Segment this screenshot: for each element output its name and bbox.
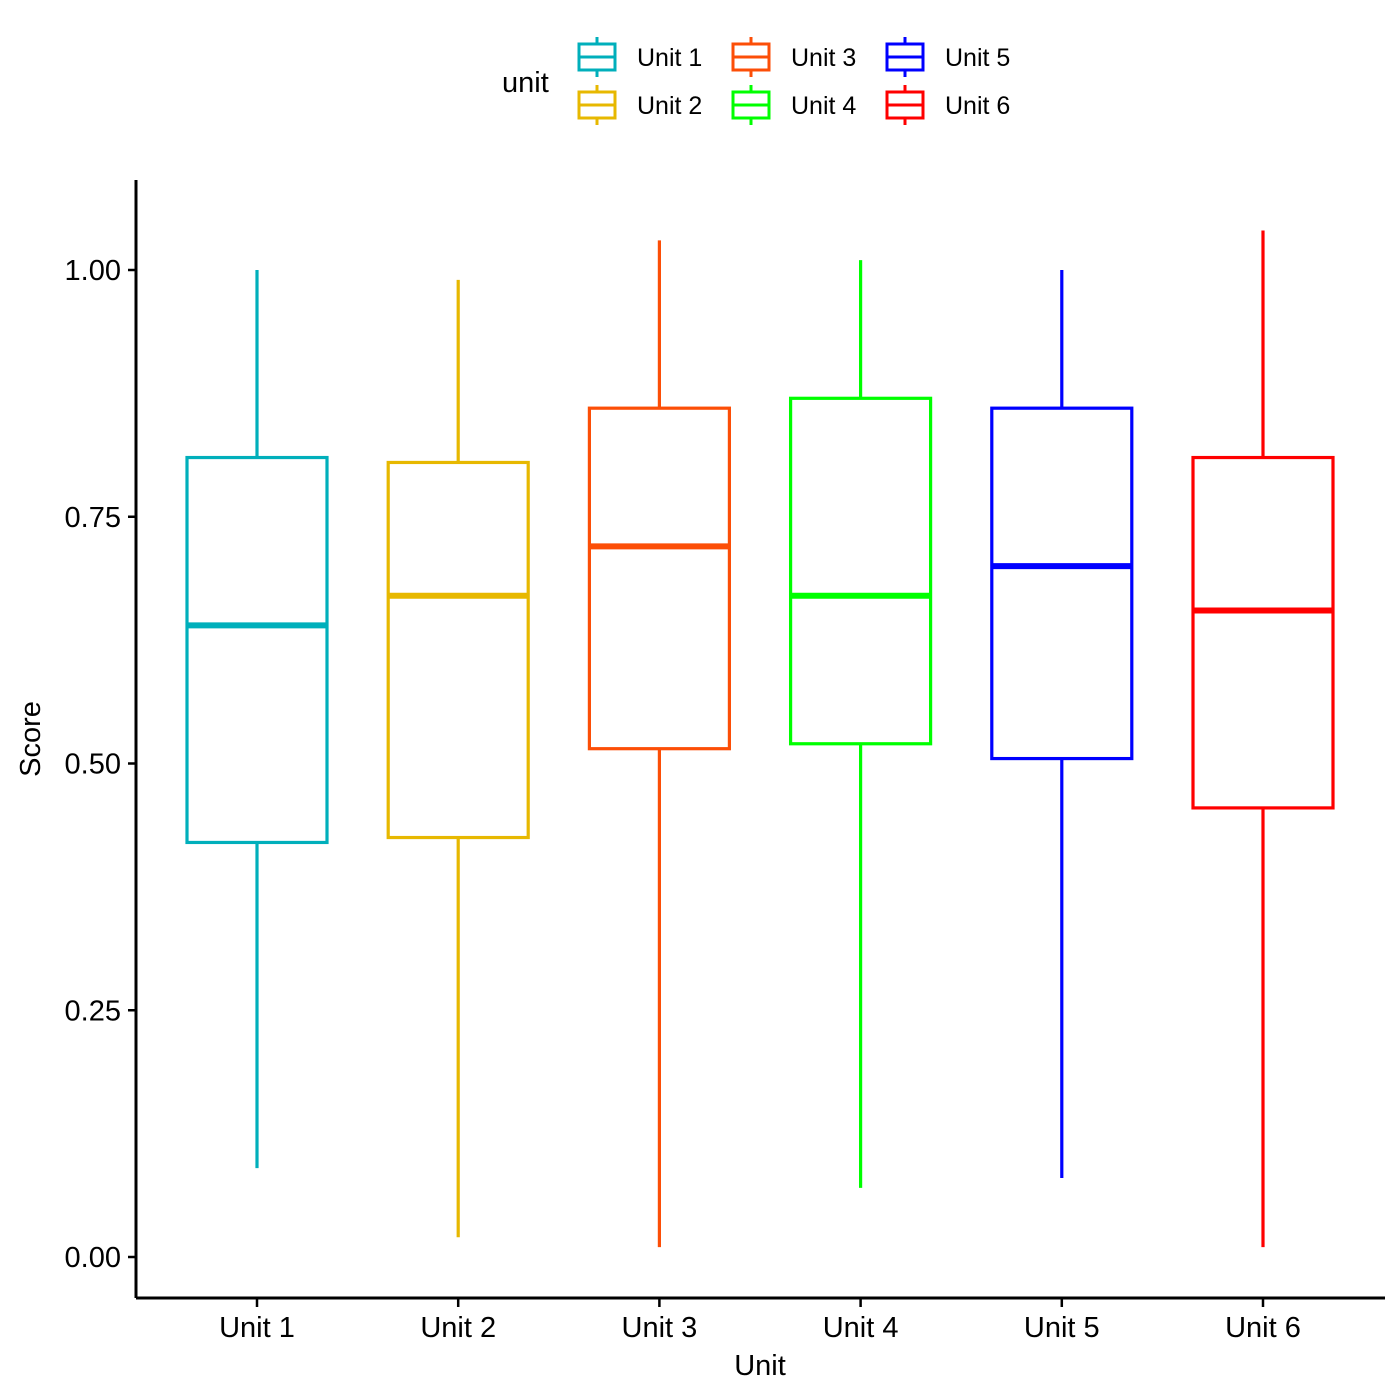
box-unit-2 — [386, 279, 530, 1238]
legend-entry-unit-2: Unit 2 — [577, 85, 702, 125]
legend-title: unit — [502, 67, 549, 99]
box-iqr — [1191, 455, 1335, 810]
box-iqr — [990, 406, 1134, 761]
legend-label: Unit 3 — [791, 44, 856, 72]
box-iqr — [587, 406, 732, 751]
x-axis-title: Unit — [734, 1350, 786, 1382]
x-tick-label: Unit 1 — [219, 1312, 295, 1344]
box-unit-5 — [990, 270, 1134, 1179]
box-unit-1 — [185, 270, 329, 1169]
box-unit-3 — [587, 240, 732, 1248]
x-tick-label: Unit 5 — [1024, 1312, 1100, 1344]
box-iqr — [788, 396, 933, 746]
box-unit-4 — [788, 260, 933, 1188]
y-tick-label: 1.00 — [65, 255, 121, 287]
legend-label: Unit 2 — [637, 92, 702, 120]
legend-label: Unit 4 — [791, 92, 856, 120]
legend-entry-unit-3: Unit 3 — [731, 37, 856, 77]
legend-label: Unit 6 — [945, 92, 1010, 120]
box-unit-6 — [1191, 230, 1335, 1248]
legend-entry-unit-5: Unit 5 — [885, 37, 1010, 77]
x-tick-label: Unit 4 — [823, 1312, 899, 1344]
legend: unit Unit 1 Unit 2 Unit 3 Unit 4 Unit 5 Unit … — [502, 37, 1010, 125]
box-iqr — [185, 455, 329, 845]
legend-entry-unit-4: Unit 4 — [731, 85, 856, 125]
axes: 0.00 0.25 0.50 0.75 1.00 Unit 1 Unit 2 Unit 3 Un… — [65, 180, 1385, 1344]
plot-area — [185, 230, 1335, 1248]
x-tick-label: Unit 2 — [420, 1312, 496, 1344]
y-tick-label: 0.50 — [65, 749, 121, 781]
y-tick-label: 0.00 — [65, 1242, 121, 1274]
legend-entry-unit-6: Unit 6 — [885, 85, 1010, 125]
x-tick-label: Unit 3 — [622, 1312, 698, 1344]
legend-label: Unit 1 — [637, 44, 702, 72]
y-tick-label: 0.25 — [65, 995, 121, 1027]
box-iqr — [386, 460, 530, 840]
legend-entry-unit-1: Unit 1 — [577, 37, 702, 77]
legend-label: Unit 5 — [945, 44, 1010, 72]
x-tick-label: Unit 6 — [1225, 1312, 1301, 1344]
y-axis-title: Score — [15, 701, 47, 777]
y-tick-label: 0.75 — [65, 502, 121, 534]
